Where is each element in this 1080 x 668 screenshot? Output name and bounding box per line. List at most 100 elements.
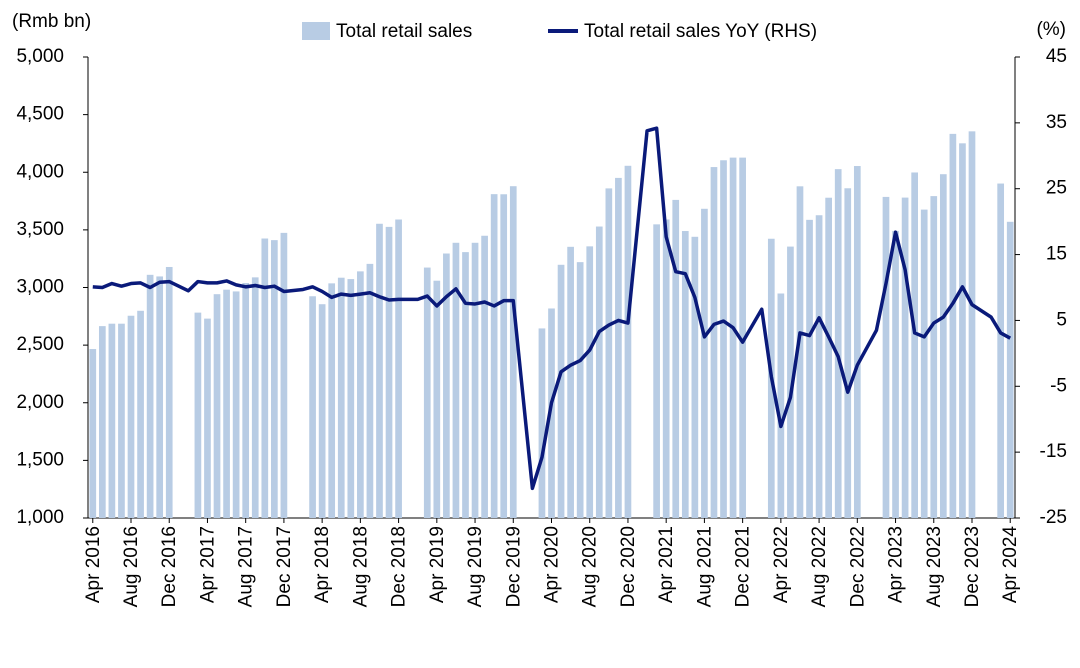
bar: [997, 183, 1005, 518]
bar: [223, 289, 230, 518]
bar: [251, 277, 259, 518]
bar: [681, 231, 689, 518]
y2-tick-label: -5: [1050, 375, 1067, 396]
bar: [146, 274, 154, 518]
bar: [433, 280, 441, 518]
bar: [137, 310, 144, 518]
bar: [328, 283, 336, 518]
x-tick-label: Aug 2021: [694, 526, 715, 607]
bar: [739, 157, 746, 518]
y-tick-label: 4,500: [16, 104, 64, 125]
bar: [892, 230, 899, 519]
x-tick-label: Apr 2020: [542, 526, 563, 603]
x-tick-label: Dec 2016: [159, 526, 180, 607]
bar: [949, 133, 957, 518]
bar: [538, 328, 546, 518]
bar: [567, 246, 574, 518]
x-tick-label: Dec 2022: [847, 526, 868, 607]
legend-swatch-bar: [302, 22, 330, 40]
x-tick-label: Apr 2019: [427, 526, 448, 603]
bar: [481, 235, 488, 518]
x-tick-label: Aug 2016: [121, 526, 142, 607]
x-tick-label: Apr 2021: [656, 526, 677, 603]
bar: [213, 294, 221, 518]
y2-tick-label: 25: [1046, 178, 1067, 199]
bar: [462, 252, 469, 518]
bar: [662, 219, 670, 518]
y2-tick-label: 5: [1056, 309, 1067, 330]
y2-tick-label: -25: [1040, 507, 1067, 528]
bar: [557, 264, 565, 518]
bar: [939, 174, 947, 519]
y-tick-label: 2,000: [16, 392, 64, 413]
bar: [127, 315, 135, 518]
x-tick-label: Apr 2024: [1000, 526, 1021, 604]
bar: [815, 215, 823, 518]
y-axis-title: (Rmb bn): [12, 11, 91, 32]
bar: [825, 197, 832, 518]
x-tick-label: Aug 2020: [580, 526, 601, 607]
bar: [347, 279, 355, 518]
bar: [242, 283, 250, 518]
x-tick-label: Aug 2022: [809, 526, 830, 607]
bar: [548, 308, 555, 518]
bar: [318, 304, 326, 518]
bar: [968, 131, 976, 518]
y-tick-label: 2,500: [16, 334, 64, 355]
x-tick-label: Dec 2023: [962, 526, 983, 607]
bar: [309, 296, 316, 518]
bar: [787, 246, 794, 518]
bar: [586, 246, 594, 518]
y-tick-label: 5,000: [16, 46, 64, 67]
bar: [108, 323, 116, 518]
bar: [98, 326, 106, 518]
bar: [490, 194, 498, 518]
x-tick-label: Apr 2016: [83, 526, 104, 603]
x-tick-label: Apr 2023: [886, 526, 907, 603]
x-tick-label: Aug 2023: [924, 526, 945, 607]
bar: [777, 293, 785, 518]
bar: [911, 172, 918, 518]
bar: [729, 157, 737, 518]
bar: [357, 271, 364, 518]
bar: [156, 276, 164, 518]
bar: [443, 253, 450, 518]
bar: [834, 169, 842, 518]
x-tick-label: Aug 2017: [236, 526, 257, 607]
bar: [720, 160, 727, 518]
bar: [615, 177, 622, 518]
bar: [395, 219, 402, 518]
legend-label: Total retail sales: [336, 21, 472, 42]
bar: [605, 188, 613, 518]
y-tick-label: 3,000: [16, 277, 64, 298]
bar: [204, 318, 211, 518]
y-tick-label: 4,000: [16, 161, 64, 182]
bar: [701, 208, 708, 519]
x-tick-label: Dec 2019: [503, 526, 524, 607]
x-tick-label: Aug 2019: [465, 526, 486, 607]
y-tick-label: 1,500: [16, 449, 64, 470]
bar: [691, 236, 699, 519]
bar: [376, 223, 383, 518]
x-tick-label: Dec 2018: [389, 526, 410, 607]
bar: [366, 263, 374, 518]
bar: [471, 242, 479, 518]
bar: [423, 267, 431, 518]
x-tick-label: Apr 2017: [197, 526, 218, 603]
bar: [710, 167, 718, 518]
bar: [624, 165, 632, 518]
y-tick-label: 1,000: [16, 507, 64, 528]
x-tick-label: Dec 2020: [618, 526, 639, 607]
bar: [930, 196, 938, 518]
bar: [796, 186, 804, 519]
y2-axis-title: (%): [1036, 19, 1066, 40]
bar: [194, 312, 202, 518]
bar: [653, 224, 660, 518]
bar: [509, 186, 517, 518]
bar: [337, 277, 345, 518]
bar: [844, 188, 852, 518]
bar: [576, 262, 584, 518]
bar: [806, 219, 813, 518]
